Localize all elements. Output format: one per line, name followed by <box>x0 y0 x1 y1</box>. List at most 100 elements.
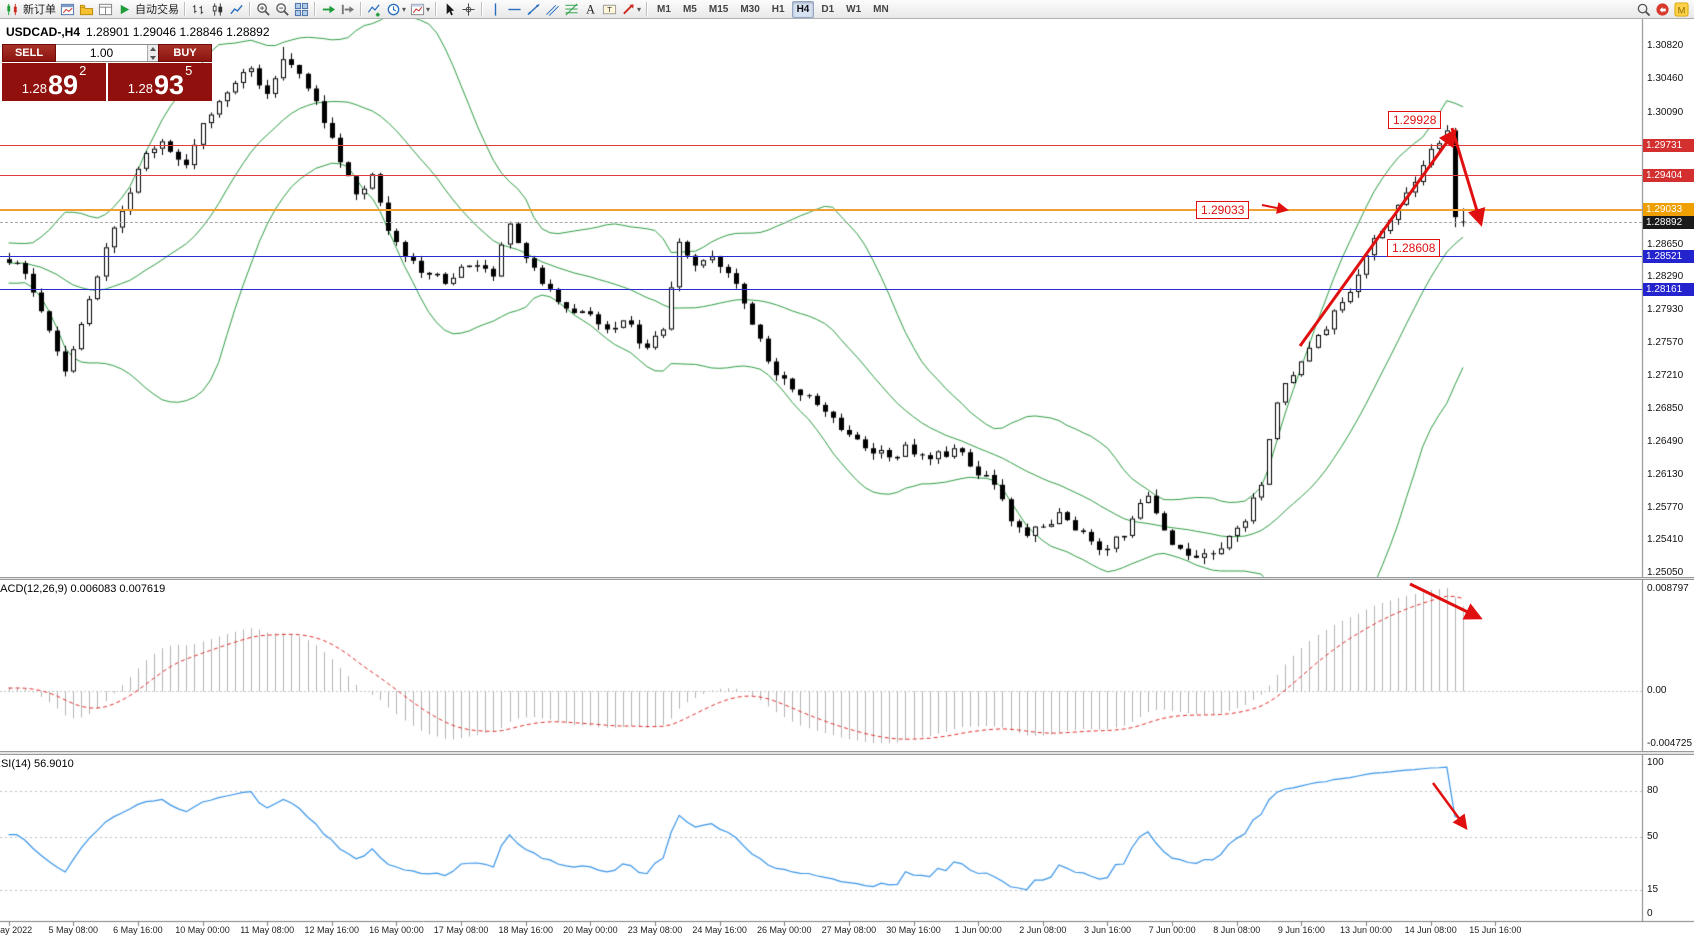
horizontal-line-1.29404[interactable] <box>0 175 1642 177</box>
sell-button[interactable]: SELL <box>2 44 56 62</box>
volume-down-button[interactable] <box>148 53 158 61</box>
periods-button[interactable]: ▾ <box>384 1 408 18</box>
sell-price-display[interactable]: 1.28 89 2 <box>2 63 106 101</box>
equidistant-channel-button[interactable] <box>543 1 562 18</box>
timeframe-mn-button[interactable]: MN <box>873 3 889 15</box>
timeframe-d1-button[interactable]: D1 <box>821 3 835 15</box>
candlestick-chart-icon <box>210 2 225 17</box>
profiles-button[interactable] <box>77 1 96 18</box>
svg-text:A: A <box>586 2 595 16</box>
community-button[interactable]: M <box>1672 1 1691 18</box>
horizontal-line-1.29033[interactable] <box>0 208 1642 211</box>
auto-trading-icon <box>117 2 132 17</box>
price-axis-label: 1.25410 <box>1647 534 1684 546</box>
timeframe-w1-button[interactable]: W1 <box>846 3 862 15</box>
time-axis-label: 2 Jun 08:00 <box>1019 925 1067 935</box>
price-annotation-1.29033[interactable]: 1.29033 <box>1196 201 1250 219</box>
timeframe-m1-button[interactable]: M1 <box>657 3 671 15</box>
price-annotation-1.28608[interactable]: 1.28608 <box>1387 239 1441 257</box>
toolbar-separator <box>646 2 649 16</box>
new-order-label: 新订单 <box>23 4 56 16</box>
buy-price-base: 1.28 <box>127 81 154 96</box>
chart-window-button[interactable] <box>58 1 77 18</box>
rsi-indicator-label: RSI(14) 56.9010 <box>0 758 74 770</box>
time-axis-label: 5 May 08:00 <box>48 925 98 935</box>
text-button[interactable]: A <box>581 1 600 18</box>
horizontal-line-1.28521[interactable] <box>0 255 1642 257</box>
toolbar: 新订单 自动交易 ▾ ▾ A T ▾ M1 M5 M15 M30 H1 H4 D1 W1 MN M <box>0 0 1694 19</box>
vertical-line-button[interactable] <box>486 1 505 18</box>
auto-trading-button[interactable]: 自动交易 <box>115 1 181 18</box>
candlestick-chart-button[interactable] <box>208 1 227 18</box>
rsi-pane-separator[interactable] <box>0 751 1694 755</box>
price-axis-label: 1.27930 <box>1647 304 1684 316</box>
chart-title: USDCAD-,H4 1.28901 1.29046 1.28846 1.2889… <box>6 25 270 39</box>
tile-windows-button[interactable] <box>292 1 311 18</box>
price-axis-label: 1.25770 <box>1647 501 1684 513</box>
price-axis-label: 1.30090 <box>1647 107 1684 119</box>
macd-axis-zero: 0.00 <box>1647 685 1667 697</box>
price-annotation-1.29928[interactable]: 1.29928 <box>1388 111 1442 129</box>
volume-up-button[interactable] <box>148 45 158 53</box>
zoom-in-button[interactable] <box>254 1 273 18</box>
price-axis-label: 1.30820 <box>1647 40 1684 52</box>
chart-shift-icon <box>340 2 355 17</box>
trendline-button[interactable] <box>524 1 543 18</box>
rsi-axis-label-50: 50 <box>1647 830 1659 842</box>
timeframe-m30-button[interactable]: M30 <box>740 3 760 15</box>
time-axis-label: 10 May 00:00 <box>175 925 230 935</box>
line-chart-button[interactable] <box>227 1 246 18</box>
crosshair-button[interactable] <box>459 1 478 18</box>
timeframe-h1-button[interactable]: H1 <box>771 3 785 15</box>
search-button[interactable] <box>1634 1 1653 18</box>
time-axis[interactable]: 4 May 2022 5 May 08:00 6 May 16:00 10 May 0… <box>0 922 1694 938</box>
arrows-button[interactable]: ▾ <box>619 1 643 18</box>
buy-button[interactable]: BUY <box>158 44 212 62</box>
macd-pane-separator[interactable] <box>0 577 1694 580</box>
auto-scroll-button[interactable] <box>319 1 338 18</box>
data-window-icon <box>98 2 113 17</box>
volume-input[interactable] <box>56 45 147 61</box>
dropdown-caret-icon: ▾ <box>402 4 407 14</box>
time-axis-label: 15 Jun 16:00 <box>1469 925 1522 935</box>
new-order-button[interactable]: 新订单 <box>3 1 58 18</box>
cursor-button[interactable] <box>440 1 459 18</box>
price-axis[interactable]: 1.29731 1.29404 1.29033 1.28892 1.28521 1.281… <box>1643 19 1694 921</box>
horizontal-line-1.29731[interactable] <box>0 145 1642 147</box>
equidistant-channel-icon <box>545 2 560 17</box>
cursor-icon <box>442 2 457 17</box>
chart-shift-button[interactable] <box>338 1 357 18</box>
timeframe-m15-button[interactable]: M15 <box>708 3 729 15</box>
price-badge-1.29033: 1.29033 <box>1643 203 1694 217</box>
toolbar-separator <box>481 2 484 16</box>
update-button[interactable] <box>1653 1 1672 18</box>
indicators-button[interactable] <box>365 1 384 18</box>
macd-axis-min: -0.004725 <box>1647 738 1693 749</box>
macd-axis-max: 0.008797 <box>1647 583 1689 594</box>
time-axis-label: 18 May 16:00 <box>498 925 553 935</box>
bar-chart-icon <box>191 2 206 17</box>
text-label-button[interactable]: T <box>600 1 619 18</box>
horizontal-line-1.28892[interactable] <box>0 221 1642 223</box>
price-axis-label: 1.27210 <box>1647 370 1684 382</box>
bar-chart-button[interactable] <box>189 1 208 18</box>
periods-icon <box>386 2 401 17</box>
horizontal-line-1.28161[interactable] <box>0 288 1642 290</box>
zoom-out-button[interactable] <box>273 1 292 18</box>
price-axis-label: 1.28290 <box>1647 271 1684 283</box>
horizontal-line-icon <box>507 2 522 17</box>
price-axis-label: 1.25050 <box>1647 567 1684 579</box>
trendline-icon <box>526 2 541 17</box>
horizontal-line-button[interactable] <box>505 1 524 18</box>
text-icon: A <box>583 2 598 17</box>
indicators-icon <box>367 2 382 17</box>
time-axis-label: 30 May 16:00 <box>886 925 941 935</box>
price-axis-label: 1.26850 <box>1647 402 1684 414</box>
timeframe-m5-button[interactable]: M5 <box>682 3 697 15</box>
fibonacci-button[interactable] <box>562 1 581 18</box>
templates-button[interactable]: ▾ <box>408 1 432 18</box>
data-window-button[interactable] <box>96 1 115 18</box>
buy-price-display[interactable]: 1.28 93 5 <box>108 63 212 101</box>
timeframe-h4-button[interactable]: H4 <box>791 0 815 18</box>
